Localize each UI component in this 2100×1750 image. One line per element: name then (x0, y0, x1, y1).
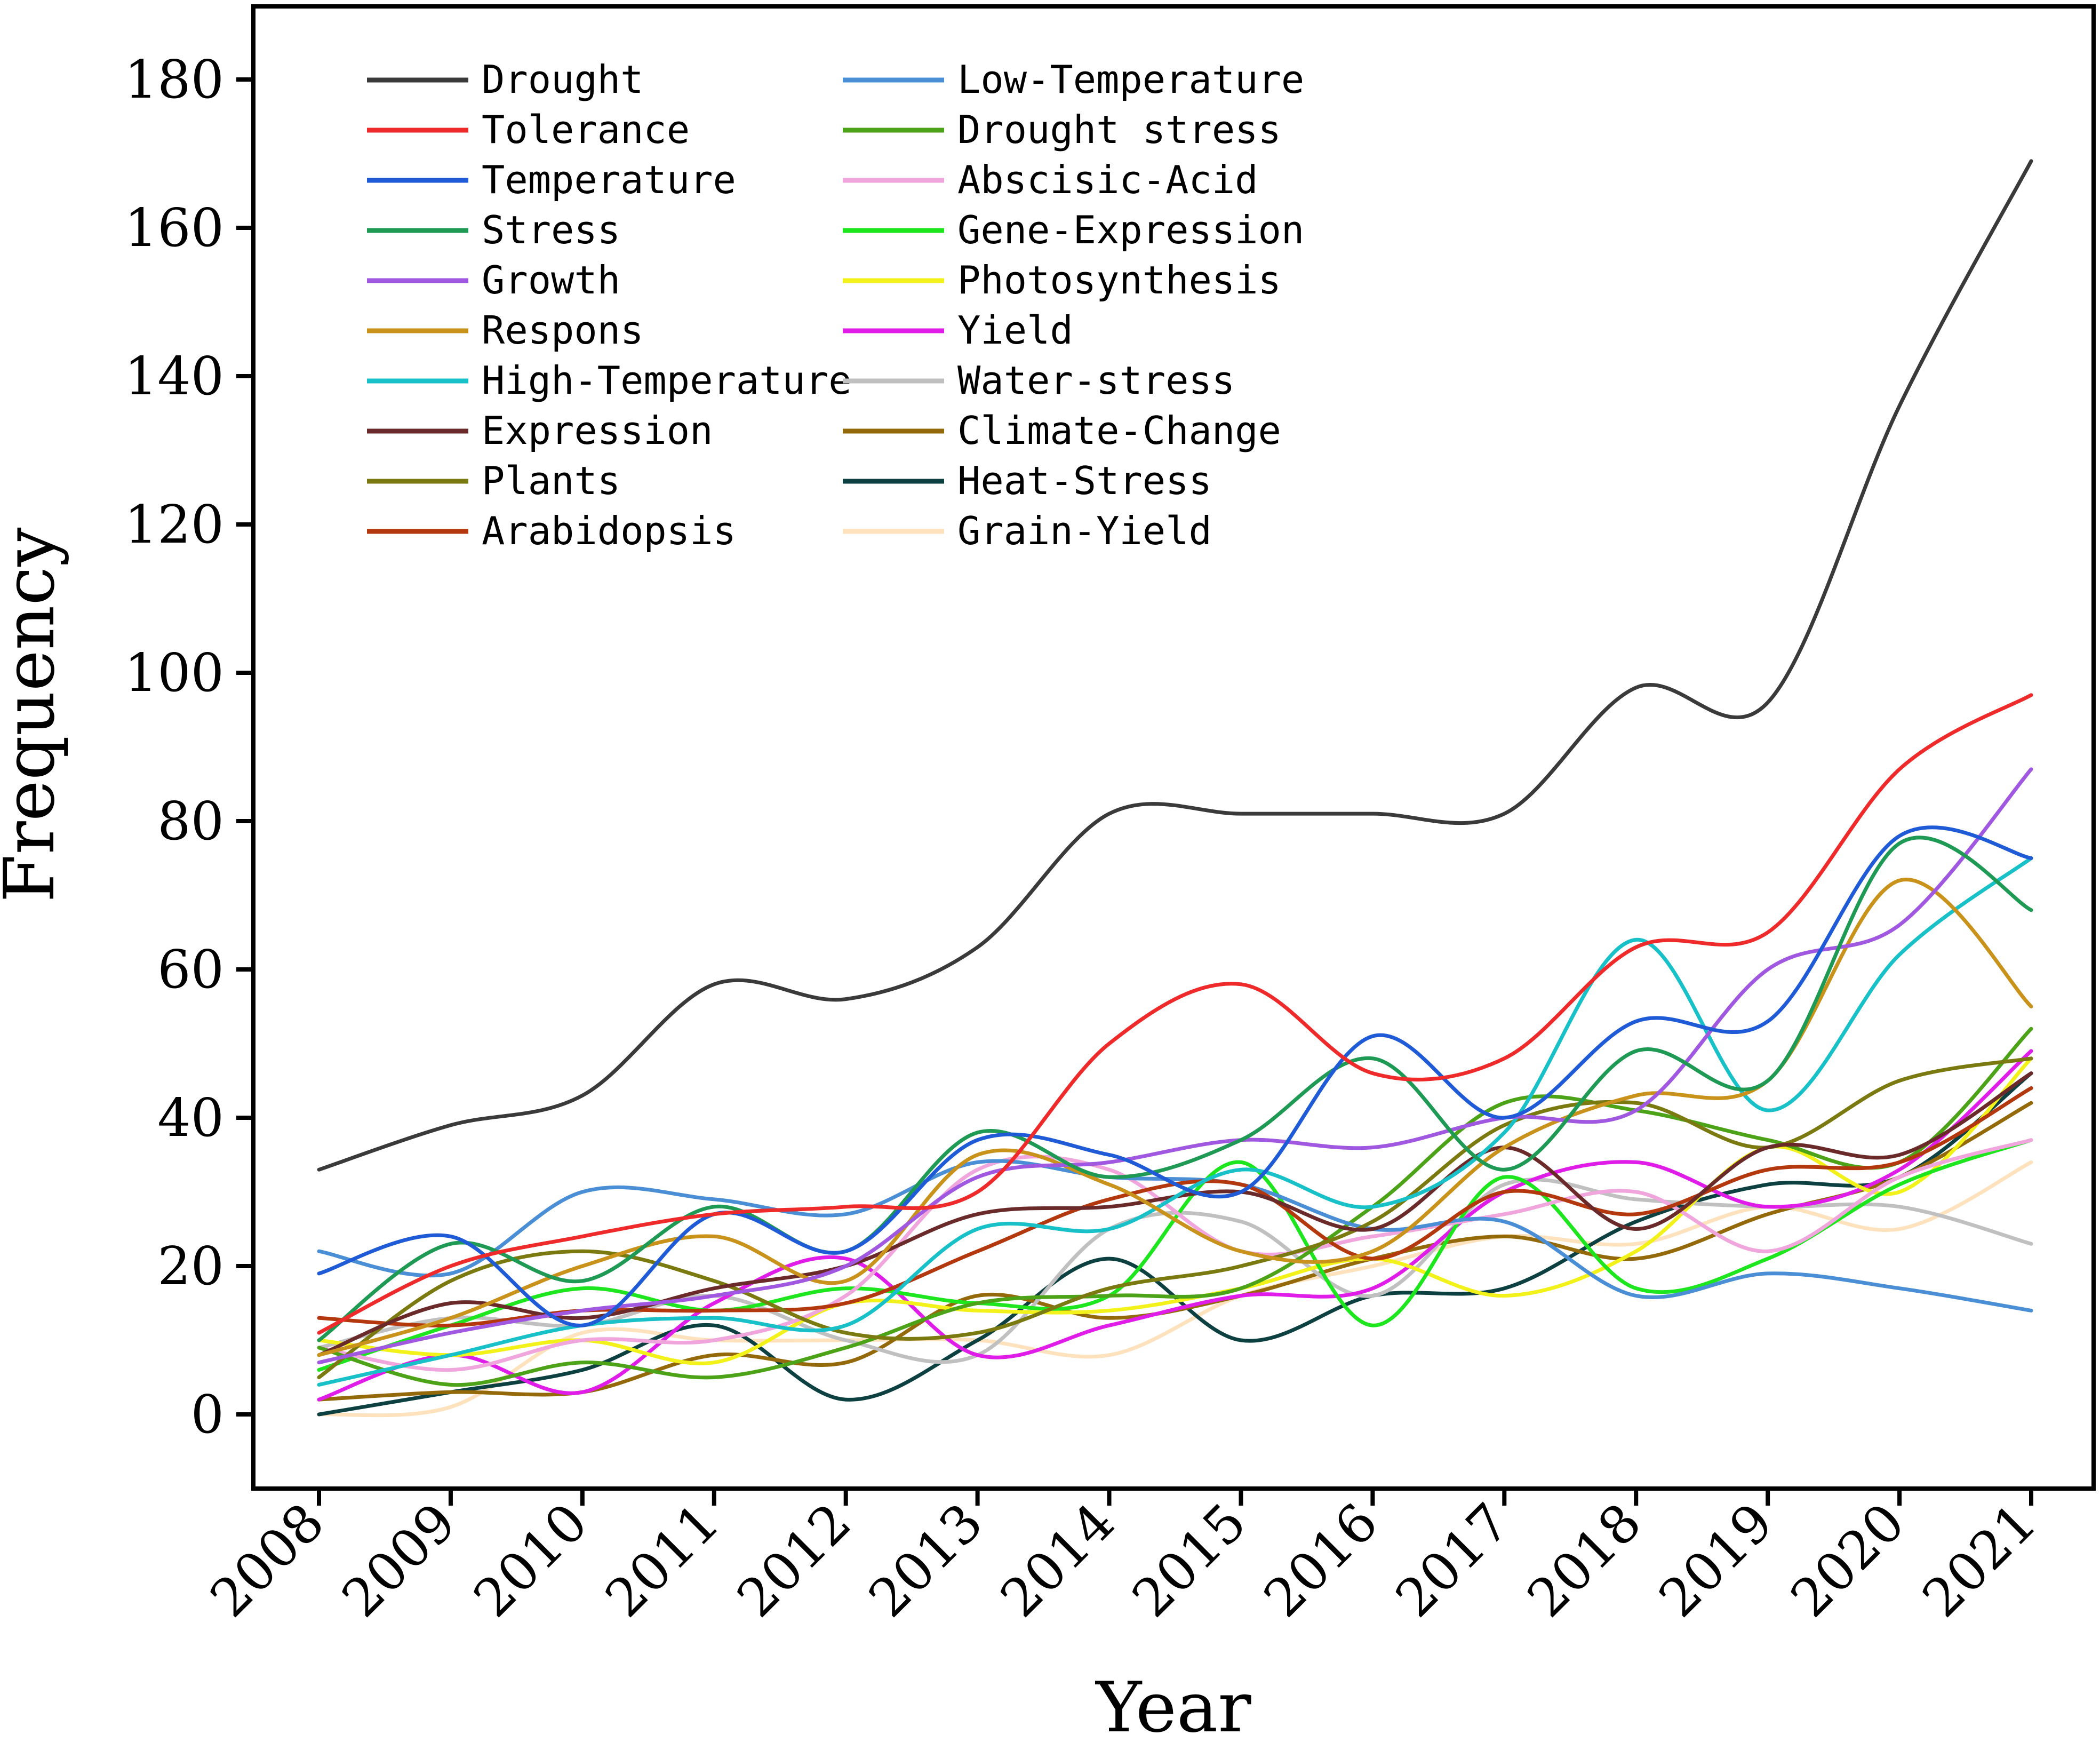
legend-label-photosynthesis: Photosynthesis (957, 258, 1281, 303)
y-tick-label: 0 (191, 1385, 224, 1445)
legend-label-water-stress: Water-stress (957, 358, 1235, 403)
series-line-tolerance (317, 693, 2033, 1335)
y-axis-title: Frequency (0, 527, 70, 903)
plot-frame (251, 4, 2096, 1491)
legend-label-stress: Stress (482, 208, 620, 252)
legend-label-heat-stress: Heat-Stress (957, 458, 1212, 503)
y-tick-label: 100 (124, 643, 224, 704)
legend-label-drought-stress: Drought stress (957, 107, 1281, 152)
y-tick-label: 180 (124, 50, 224, 110)
series-line-drought (317, 159, 2033, 1172)
legend: Drought Tolerance Temperature Stress Growth R… (367, 57, 1304, 553)
legend-label-respons: Respons (482, 308, 643, 353)
y-tick-label: 160 (124, 198, 224, 259)
x-axis-title: Year (1095, 1667, 1251, 1748)
series-line-abscisic-acid (317, 1138, 2033, 1372)
y-tick-label: 20 (157, 1236, 224, 1297)
legend-label-high-temperature: High-Temperature (482, 358, 852, 403)
legend-label-yield: Yield (957, 308, 1073, 353)
y-tick-label: 140 (124, 346, 224, 407)
legend-label-expression: Expression (482, 408, 713, 453)
legend-label-temperature: Temperature (482, 157, 736, 202)
legend-label-growth: Growth (482, 258, 620, 303)
series-lines (317, 159, 2033, 1418)
series-line-gene-expression (317, 1138, 2033, 1372)
legend-label-plants: Plants (482, 458, 620, 503)
y-tick-label: 120 (124, 495, 224, 555)
series-line-temperature (317, 825, 2033, 1327)
legend-label-low-temperature: Low-Temperature (957, 57, 1304, 102)
legend-label-abscisic-acid: Abscisic-Acid (957, 157, 1258, 202)
series-line-low-temperature (317, 1159, 2033, 1312)
legend-label-gene-expression: Gene-Expression (957, 208, 1304, 252)
series-line-high-temperature (317, 856, 2033, 1387)
series-line-drought-stress (317, 1027, 2033, 1387)
legend-label-tolerance: Tolerance (482, 107, 690, 152)
legend-label-drought: Drought (482, 57, 643, 102)
legend-label-climate-change: Climate-Change (957, 408, 1281, 453)
series-line-plants (317, 1056, 2033, 1379)
y-tick-label: 80 (157, 791, 224, 852)
legend-label-arabidopsis: Arabidopsis (482, 508, 736, 553)
legend-label-grain-yield: Grain-Yield (957, 508, 1212, 553)
y-tick-label: 40 (157, 1088, 224, 1149)
series-line-stress (317, 836, 2033, 1342)
y-tick-label: 60 (157, 940, 224, 1000)
series-line-yield (317, 1049, 2033, 1402)
